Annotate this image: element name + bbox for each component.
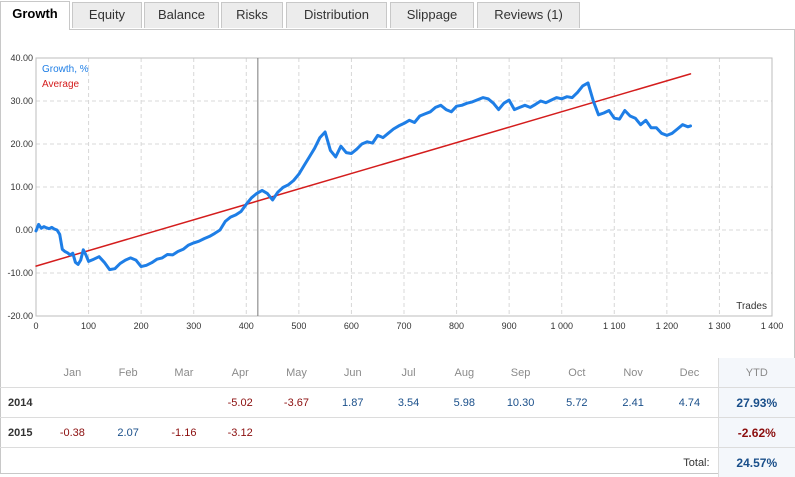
month-value-cell: 10.30 [492, 388, 548, 418]
table-row-2014: 2014 -5.02 -3.67 1.87 3.54 5.98 10.30 5.… [0, 388, 795, 418]
x-tick-label: 1 400 [761, 321, 784, 331]
month-value-cell: 4.74 [661, 388, 718, 418]
month-value-cell: 3.54 [381, 388, 436, 418]
month-value-cell [44, 388, 100, 418]
x-tick-label: 600 [344, 321, 359, 331]
month-header: May [268, 358, 324, 388]
month-value-cell: 2.07 [101, 418, 156, 448]
month-header: Mar [156, 358, 212, 388]
series-layer [36, 74, 691, 270]
x-tick-label: 1 300 [708, 321, 731, 331]
month-header: Dec [661, 358, 718, 388]
y-axis-ticks: -20.00 -10.00 0.00 10.00 20.00 30.00 40.00 [7, 53, 33, 321]
y-tick-label: 40.00 [10, 53, 33, 63]
year-header [0, 358, 44, 388]
chart-grid [36, 58, 772, 316]
month-value-cell: -0.38 [44, 418, 100, 448]
month-value-cell [101, 388, 156, 418]
x-tick-label: 900 [502, 321, 517, 331]
month-value-cell: 5.72 [549, 388, 605, 418]
x-tick-label: 800 [449, 321, 464, 331]
table-header-row: Jan Feb Mar Apr May Jun Jul Aug Sep Oct … [0, 358, 795, 388]
x-tick-label: 400 [239, 321, 254, 331]
month-header: Sep [492, 358, 548, 388]
growth-chart: -20.00 -10.00 0.00 10.00 20.00 30.00 40.00 0 10… [0, 0, 795, 345]
month-value-cell: 1.87 [325, 388, 381, 418]
x-axis-ticks: 0 100 200 300 400 500 600 700 800 900 1 000 1 100 1 … [33, 321, 783, 331]
growth-series-line [36, 83, 691, 270]
x-tick-label: 1 100 [603, 321, 626, 331]
y-tick-label: 0.00 [15, 225, 33, 235]
month-value-cell [156, 388, 212, 418]
y-tick-label: -20.00 [7, 311, 33, 321]
month-header: Jan [44, 358, 100, 388]
month-header: Apr [212, 358, 268, 388]
month-header: Jun [325, 358, 381, 388]
y-tick-label: 30.00 [10, 96, 33, 106]
total-value: 24.57% [718, 448, 795, 477]
x-tick-label: 500 [291, 321, 306, 331]
legend-average: Average [42, 79, 80, 90]
x-tick-label: 1 000 [550, 321, 573, 331]
average-series-line [36, 74, 691, 266]
table-total-row: Total: 24.57% [0, 448, 795, 477]
year-cell: 2014 [0, 388, 44, 418]
x-tick-label: 300 [186, 321, 201, 331]
tab-growth[interactable]: Growth [0, 1, 70, 30]
month-header: Feb [101, 358, 156, 388]
month-header: Jul [381, 358, 436, 388]
y-tick-label: -10.00 [7, 268, 33, 278]
month-value-cell: -3.12 [212, 418, 268, 448]
ytd-value-cell: -2.62% [718, 418, 795, 448]
month-value-cell [492, 418, 548, 448]
legend-growth: Growth, % [42, 64, 89, 75]
month-value-cell [325, 418, 381, 448]
x-tick-label: 100 [81, 321, 96, 331]
y-tick-label: 20.00 [10, 139, 33, 149]
ytd-value-cell: 27.93% [718, 388, 795, 418]
month-value-cell: -1.16 [156, 418, 212, 448]
month-value-cell: 2.41 [605, 388, 661, 418]
month-value-cell [605, 418, 661, 448]
table-row-2015: 2015 -0.38 2.07 -1.16 -3.12 -2.62% [0, 418, 795, 448]
y-tick-label: 10.00 [10, 182, 33, 192]
month-value-cell: -3.67 [268, 388, 324, 418]
month-header: Oct [549, 358, 605, 388]
month-value-cell [436, 418, 492, 448]
total-label: Total: [0, 448, 718, 477]
ytd-header: YTD [718, 358, 795, 388]
x-axis-label: Trades [736, 301, 767, 312]
month-header: Aug [436, 358, 492, 388]
month-value-cell [381, 418, 436, 448]
month-value-cell [661, 418, 718, 448]
x-tick-label: 1 200 [656, 321, 679, 331]
month-value-cell [549, 418, 605, 448]
month-value-cell: -5.02 [212, 388, 268, 418]
x-tick-label: 700 [396, 321, 411, 331]
month-header: Nov [605, 358, 661, 388]
x-tick-label: 0 [33, 321, 38, 331]
x-tick-label: 200 [134, 321, 149, 331]
month-value-cell [268, 418, 324, 448]
monthly-returns-table: Jan Feb Mar Apr May Jun Jul Aug Sep Oct … [0, 358, 795, 477]
month-value-cell: 5.98 [436, 388, 492, 418]
year-cell: 2015 [0, 418, 44, 448]
